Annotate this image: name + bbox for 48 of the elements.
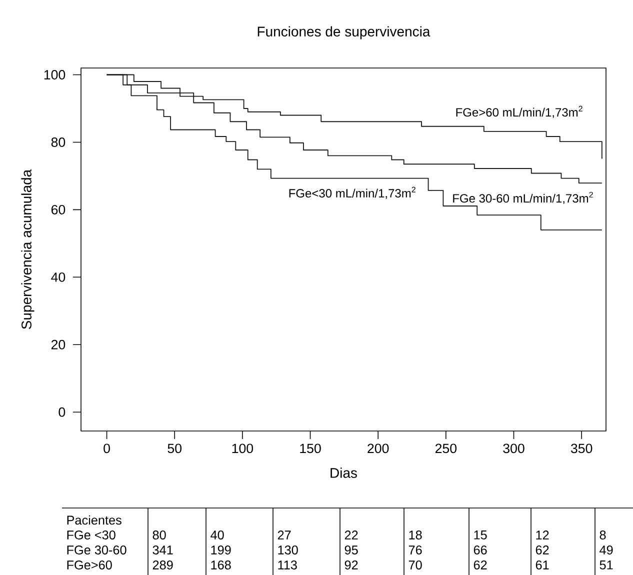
series-label: FGe 30-60 mL/min/1,73m$^{2}$ bbox=[453, 192, 593, 204]
text: 62 bbox=[474, 560, 487, 570]
text: 76 bbox=[408, 546, 422, 554]
x-tick-label: 300 bbox=[503, 444, 524, 454]
text: 92 bbox=[344, 560, 358, 570]
text: 341 bbox=[152, 546, 173, 554]
x-tick-label: 100 bbox=[232, 444, 254, 454]
text: 70 bbox=[408, 560, 422, 570]
text: 168 bbox=[211, 560, 231, 570]
y-tick-label: 80 bbox=[51, 137, 66, 147]
text: 51 bbox=[600, 560, 613, 570]
text: 8 bbox=[600, 530, 606, 540]
text: 15 bbox=[474, 530, 487, 540]
y-axis-title: Supervivencia acumulada bbox=[21, 169, 34, 330]
text: 49 bbox=[600, 546, 613, 554]
text: 80 bbox=[152, 530, 166, 540]
x-axis-title: Dias bbox=[330, 468, 357, 478]
text: 199 bbox=[211, 546, 231, 554]
text: Pacientes bbox=[67, 515, 122, 525]
x-tick-label: 50 bbox=[168, 444, 182, 454]
text: 27 bbox=[278, 530, 291, 540]
text: 62 bbox=[536, 546, 549, 554]
series-label: FGe<30 mL/min/1,73m$^{2}$ bbox=[289, 186, 416, 199]
x-tick-label: 250 bbox=[435, 444, 457, 454]
text: 130 bbox=[278, 546, 298, 554]
x-tick-label: 200 bbox=[368, 444, 389, 454]
text: 22 bbox=[344, 530, 358, 540]
y-tick-label: 100 bbox=[44, 70, 66, 80]
y-tick-label: 40 bbox=[51, 272, 66, 282]
chart-title: Funciones de supervivencia bbox=[258, 26, 430, 40]
y-tick-label: 20 bbox=[51, 340, 66, 350]
text: 12 bbox=[536, 530, 549, 540]
y-tick-label: 60 bbox=[51, 204, 66, 214]
x-tick-label: 350 bbox=[570, 444, 592, 454]
x-tick-label: 150 bbox=[300, 444, 321, 454]
text: 66 bbox=[474, 546, 487, 554]
text: FGe 30-60 bbox=[67, 546, 126, 554]
text: 18 bbox=[409, 530, 422, 540]
y-tick-label: 0 bbox=[58, 407, 66, 417]
text: 40 bbox=[210, 530, 224, 540]
series-label: FGe>60 mL/min/1,73m$^{2}$ bbox=[456, 106, 582, 118]
text: 289 bbox=[152, 560, 173, 570]
x-tick-label: 0 bbox=[104, 444, 110, 454]
text: 61 bbox=[536, 560, 549, 570]
text: FGe>60 bbox=[67, 560, 112, 570]
text: FGe <30 bbox=[67, 530, 116, 540]
text: 95 bbox=[344, 546, 358, 554]
text: 113 bbox=[278, 560, 297, 570]
